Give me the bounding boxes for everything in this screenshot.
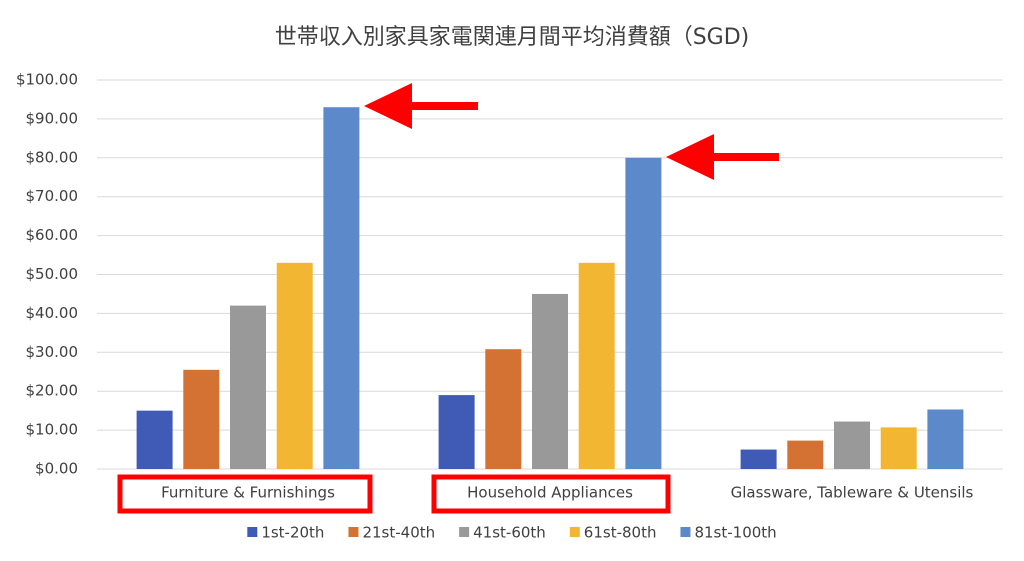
y-tick-label: $70.00 bbox=[26, 187, 79, 205]
bar bbox=[276, 262, 313, 469]
x-tick-label: Furniture & Furnishings bbox=[161, 484, 335, 502]
bar bbox=[787, 440, 824, 469]
legend: 1st-20th 21st-40th 41st-60th 61st-80th 81st-… bbox=[247, 524, 777, 542]
legend-label: 41st-60th bbox=[473, 524, 546, 542]
y-tick-label: $0.00 bbox=[35, 460, 78, 478]
bar bbox=[230, 305, 266, 469]
legend-label: 81st-100th bbox=[694, 524, 776, 542]
bar bbox=[183, 369, 220, 469]
legend-swatch bbox=[459, 527, 470, 537]
arrow-head bbox=[364, 83, 412, 129]
legend-item: 1st-20th bbox=[247, 524, 324, 542]
legend-item: 81st-100th bbox=[680, 524, 777, 542]
x-tick-label: Household Appliances bbox=[467, 484, 633, 502]
y-tick-label: $10.00 bbox=[26, 421, 79, 439]
bars bbox=[136, 107, 964, 470]
annotations bbox=[117, 83, 779, 514]
bar bbox=[625, 157, 662, 470]
x-tick-label: Glassware, Tableware & Utensils bbox=[731, 484, 974, 502]
bar bbox=[834, 421, 870, 469]
y-tick-label: $40.00 bbox=[26, 304, 79, 322]
labels: $0.00 $10.00 $20.00 $30.00 $40.00 $50.00 $60.0… bbox=[16, 71, 974, 502]
arrow-head bbox=[666, 134, 714, 180]
y-tick-label: $30.00 bbox=[26, 343, 79, 361]
bar bbox=[323, 107, 360, 469]
highlight-box bbox=[431, 474, 671, 514]
bar bbox=[136, 410, 173, 469]
legend-label: 1st-20th bbox=[261, 524, 324, 542]
legend-swatch bbox=[680, 527, 691, 537]
bar bbox=[927, 409, 964, 469]
chart-title: 世帯収入別家具家電関連月間平均消費額（SGD) bbox=[275, 25, 750, 50]
legend-swatch bbox=[569, 527, 580, 537]
bar bbox=[578, 262, 615, 469]
highlight-box bbox=[117, 474, 373, 514]
y-tick-label: $60.00 bbox=[26, 226, 79, 244]
arrow bbox=[666, 134, 779, 180]
bar bbox=[880, 427, 917, 469]
legend-label: 21st-40th bbox=[362, 524, 435, 542]
legend-item: 41st-60th bbox=[459, 524, 546, 542]
y-tick-label: $20.00 bbox=[26, 382, 79, 400]
y-tick-label: $80.00 bbox=[26, 148, 79, 166]
bar bbox=[740, 449, 777, 469]
y-tick-label: $50.00 bbox=[26, 265, 79, 283]
arrow bbox=[364, 83, 478, 129]
y-tick-label: $100.00 bbox=[16, 71, 78, 89]
legend-item: 21st-40th bbox=[348, 524, 435, 542]
bar bbox=[532, 293, 568, 469]
legend-item: 61st-80th bbox=[569, 524, 657, 542]
legend-swatch bbox=[348, 527, 359, 537]
bar bbox=[438, 395, 475, 469]
y-tick-label: $90.00 bbox=[26, 109, 79, 127]
legend-label: 61st-80th bbox=[584, 524, 657, 542]
legend-swatch bbox=[247, 527, 258, 537]
bar bbox=[485, 349, 522, 469]
